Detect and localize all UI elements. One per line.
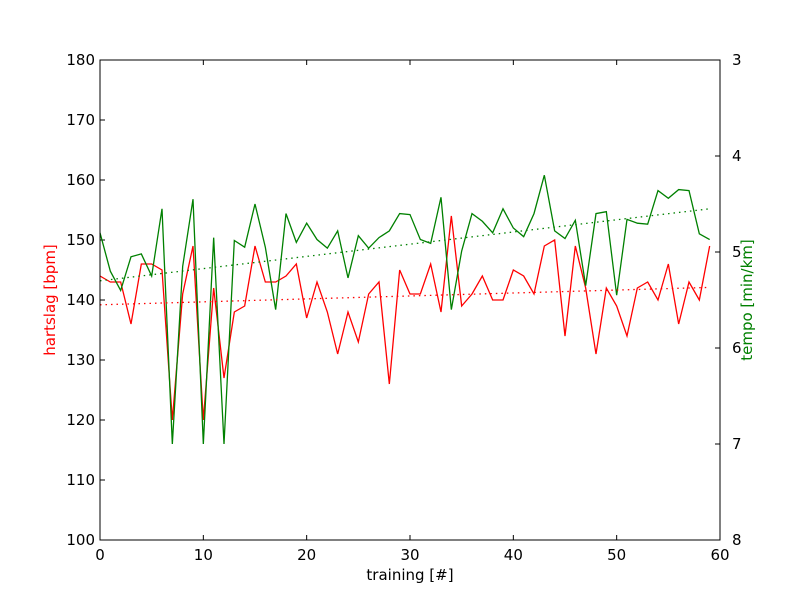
right-tick-label: 5 [732,243,742,261]
left-axis-label: hartslag [bpm] [41,244,59,356]
left-tick-label: 120 [66,411,95,429]
ticks-layer: 0 10 20 30 40 50 60 100 110 120 130 140 150 160 170 180… [66,51,741,564]
right-tick-label: 3 [732,51,742,69]
x-tick-label: 60 [710,546,729,564]
left-tick-label: 110 [66,471,95,489]
right-tick-label: 4 [732,147,742,165]
right-axis-label: tempo [min/km] [738,239,756,361]
series-line-tempo [99,175,710,445]
x-tick-label: 50 [607,546,626,564]
right-tick-label: 8 [732,531,742,549]
left-tick-label: 170 [66,111,95,129]
plot-frame [99,59,721,541]
x-tick-label: 0 [95,546,105,564]
x-tick-label: 40 [504,546,523,564]
x-tick-label: 30 [400,546,419,564]
x-axis-label: training [#] [366,566,453,584]
x-tick-label: 10 [194,546,213,564]
right-tick-label: 6 [732,339,742,357]
plot-area [100,60,720,540]
series-layer [99,175,711,445]
left-tick-label: 140 [66,291,95,309]
right-tick-label: 7 [732,435,742,453]
left-tick-label: 130 [66,351,95,369]
left-tick-label: 100 [66,531,95,549]
x-tick-label: 20 [297,546,316,564]
left-tick-label: 150 [66,231,95,249]
left-tick-label: 180 [66,51,95,69]
trendline-tempo [99,208,710,282]
left-tick-label: 160 [66,171,95,189]
